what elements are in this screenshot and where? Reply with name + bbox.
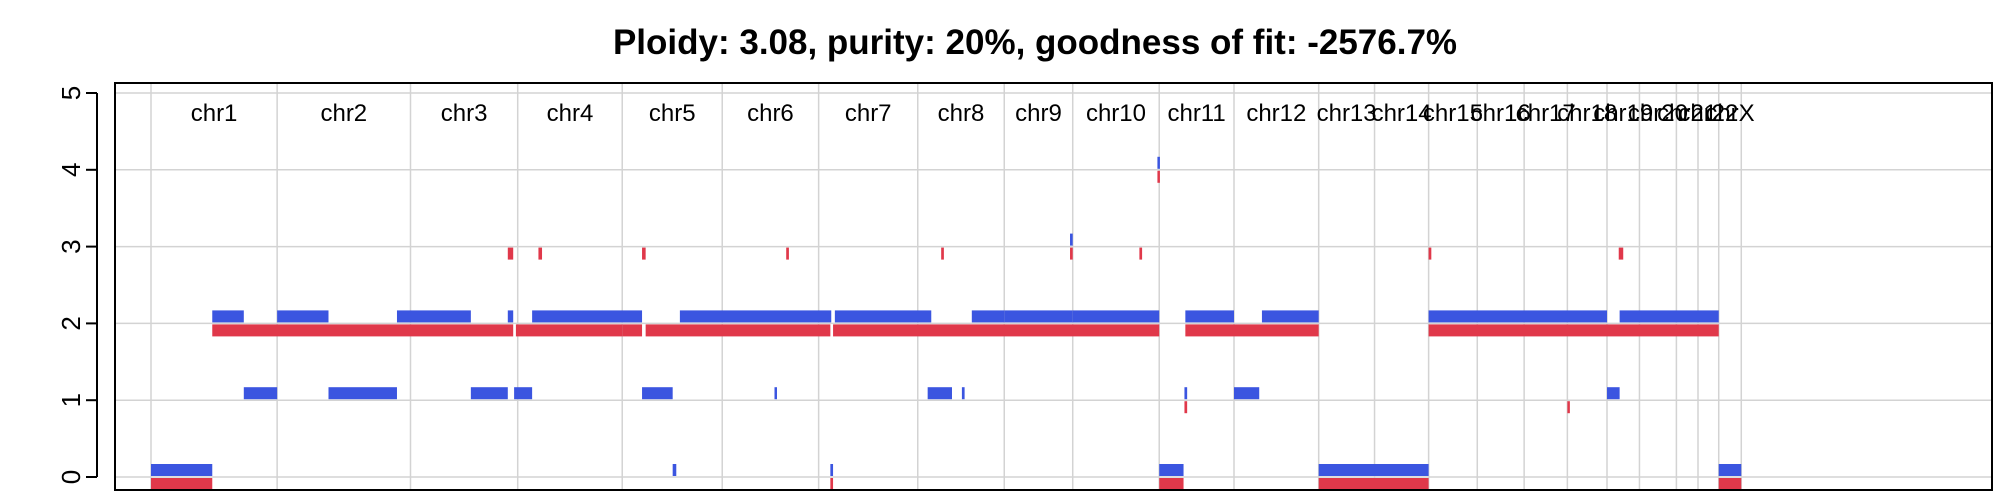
major-copy-segment xyxy=(243,387,278,400)
major-copy-segment xyxy=(1159,464,1184,476)
minor-copy-segment xyxy=(1567,401,1570,414)
chromosome-label: chr8 xyxy=(938,100,985,127)
major-copy-segment xyxy=(1157,156,1160,169)
major-copy-segment xyxy=(642,387,673,400)
major-copy-segment xyxy=(277,310,329,323)
major-copy-segment xyxy=(470,387,508,400)
minor-copy-segment xyxy=(642,247,646,260)
minor-copy-segment xyxy=(941,247,944,260)
major-copy-segment xyxy=(328,387,397,400)
major-copy-segment xyxy=(1318,464,1429,476)
chromosome-labels: chr1 chr2 chr3 chr4 chr5 chr6 chr7 chr8 chr9 chr1… xyxy=(191,100,1755,127)
y-tick-label: 1 xyxy=(56,393,86,407)
minor-copy-segment xyxy=(538,247,543,260)
y-tick-label: 0 xyxy=(56,470,86,484)
major-copy-segment xyxy=(507,310,514,323)
chromosome-label: chrX xyxy=(1705,100,1754,127)
minor-copy-segment xyxy=(151,478,213,490)
chromosome-label: chr17 xyxy=(1516,100,1576,127)
minor-copy-segment xyxy=(830,478,834,490)
chromosome-label: chr12 xyxy=(1246,100,1306,127)
chromosome-label: chr20 xyxy=(1628,100,1688,127)
chromosome-label: chr4 xyxy=(547,100,594,127)
major-copy-segment xyxy=(1718,464,1742,476)
chromosome-label: chr16 xyxy=(1471,100,1531,127)
chromosome-label: chr9 xyxy=(1015,100,1062,127)
major-copy-segment xyxy=(1070,233,1073,246)
major-copy-segment xyxy=(1004,310,1073,323)
major-copy-segment xyxy=(927,387,952,400)
segments xyxy=(151,156,1742,490)
minor-copy-segment xyxy=(1070,247,1073,260)
chromosome-label: chr18 xyxy=(1557,100,1617,127)
minor-copy-segment xyxy=(1139,247,1143,260)
major-copy-segment xyxy=(774,387,777,400)
major-copy-segment xyxy=(212,310,244,323)
chromosome-label: chr6 xyxy=(747,100,794,127)
minor-copy-segment xyxy=(507,247,514,260)
chromosome-label: chr2 xyxy=(320,100,367,127)
minor-copy-segment xyxy=(1184,401,1188,414)
minor-copy-segment xyxy=(212,324,514,337)
minor-copy-segment xyxy=(1234,324,1319,337)
chromosome-label: chr7 xyxy=(845,100,892,127)
major-copy-segment xyxy=(396,310,471,323)
plot-frame xyxy=(114,82,1993,491)
major-copy-segment xyxy=(532,310,643,323)
major-copy-segment xyxy=(1072,310,1160,323)
minor-copy-segment xyxy=(515,324,623,337)
major-copy-segment xyxy=(1607,387,1620,400)
minor-copy-segment xyxy=(1718,478,1742,490)
minor-copy-segment xyxy=(1157,170,1160,183)
y-tick-label: 4 xyxy=(56,163,86,177)
minor-copy-segment xyxy=(1618,247,1624,260)
major-copy-segment xyxy=(1185,310,1235,323)
chromosome-label: chr10 xyxy=(1086,100,1146,127)
y-tick-label: 2 xyxy=(56,316,86,330)
chromosome-label: chr15 xyxy=(1423,100,1483,127)
gridlines xyxy=(115,83,1992,490)
chromosome-label: chr19 xyxy=(1593,100,1653,127)
minor-copy-segment xyxy=(645,324,831,337)
minor-copy-segment xyxy=(786,247,789,260)
minor-copy-segment xyxy=(1428,324,1719,337)
chromosome-label: chr1 xyxy=(191,100,238,127)
y-axis: 0 1 2 3 4 5 xyxy=(56,86,98,484)
major-copy-segment xyxy=(672,464,677,476)
major-copy-segment xyxy=(830,464,834,476)
major-copy-segment xyxy=(834,310,932,323)
major-copy-segment xyxy=(1261,310,1319,323)
chromosome-label: chr3 xyxy=(441,100,488,127)
y-tick-label: 3 xyxy=(56,239,86,253)
major-copy-segment xyxy=(1184,387,1188,400)
chromosome-label: chr21 xyxy=(1657,100,1717,127)
minor-copy-segment xyxy=(833,324,1160,337)
chromosome-label: chr5 xyxy=(649,100,696,127)
chromosome-label: chr14 xyxy=(1372,100,1432,127)
major-copy-segment xyxy=(514,387,533,400)
major-copy-segment xyxy=(151,464,213,476)
chromosome-label: chr11 xyxy=(1167,100,1225,127)
chromosome-label: chr22 xyxy=(1678,100,1738,127)
major-copy-segment xyxy=(1428,310,1608,323)
minor-copy-segment xyxy=(1318,478,1429,490)
y-tick-label: 5 xyxy=(56,86,86,100)
major-copy-segment xyxy=(1619,310,1719,323)
minor-copy-segment xyxy=(1159,478,1184,490)
major-copy-segment xyxy=(961,387,965,400)
major-copy-segment xyxy=(679,310,832,323)
major-copy-segment xyxy=(1234,387,1260,400)
minor-copy-segment xyxy=(622,324,643,337)
major-copy-segment xyxy=(971,310,1005,323)
chromosome-label: chr13 xyxy=(1317,100,1377,127)
minor-copy-segment xyxy=(1428,247,1432,260)
chart-title: Ploidy: 3.08, purity: 20%, goodness of f… xyxy=(613,23,1457,62)
minor-copy-segment xyxy=(1185,324,1235,337)
